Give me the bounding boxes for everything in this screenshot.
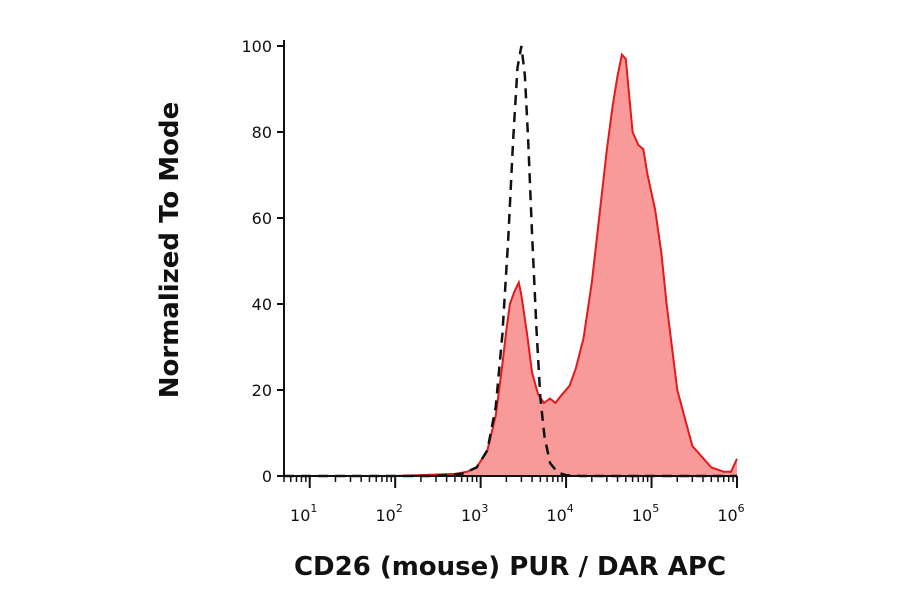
y-tick-label: 20 [252,381,272,400]
sample-histogram-fill [284,54,737,476]
y-tick-label: 0 [262,467,272,486]
y-axis-title: Normalized To Mode [155,102,185,399]
x-axis-title: CD26 (mouse) PUR / DAR APC [294,552,726,582]
x-tick-label: 101 [290,502,317,525]
axes: 0 20 40 60 80 100 101 102 103 104 105 106 [241,37,744,525]
x-tick-label: 106 [717,502,744,525]
y-tick-label: 60 [252,209,272,228]
plot-area [284,45,738,478]
x-tick-label: 103 [461,502,488,525]
sample-histogram-line [284,52,738,477]
x-tick-label: 102 [375,502,402,525]
control-histogram-line [284,45,737,478]
x-tick-label: 104 [546,502,573,525]
y-tick-label: 100 [241,37,272,56]
y-tick-label: 40 [252,295,272,314]
y-tick-label: 80 [252,123,272,142]
x-tick-label: 105 [632,502,659,525]
